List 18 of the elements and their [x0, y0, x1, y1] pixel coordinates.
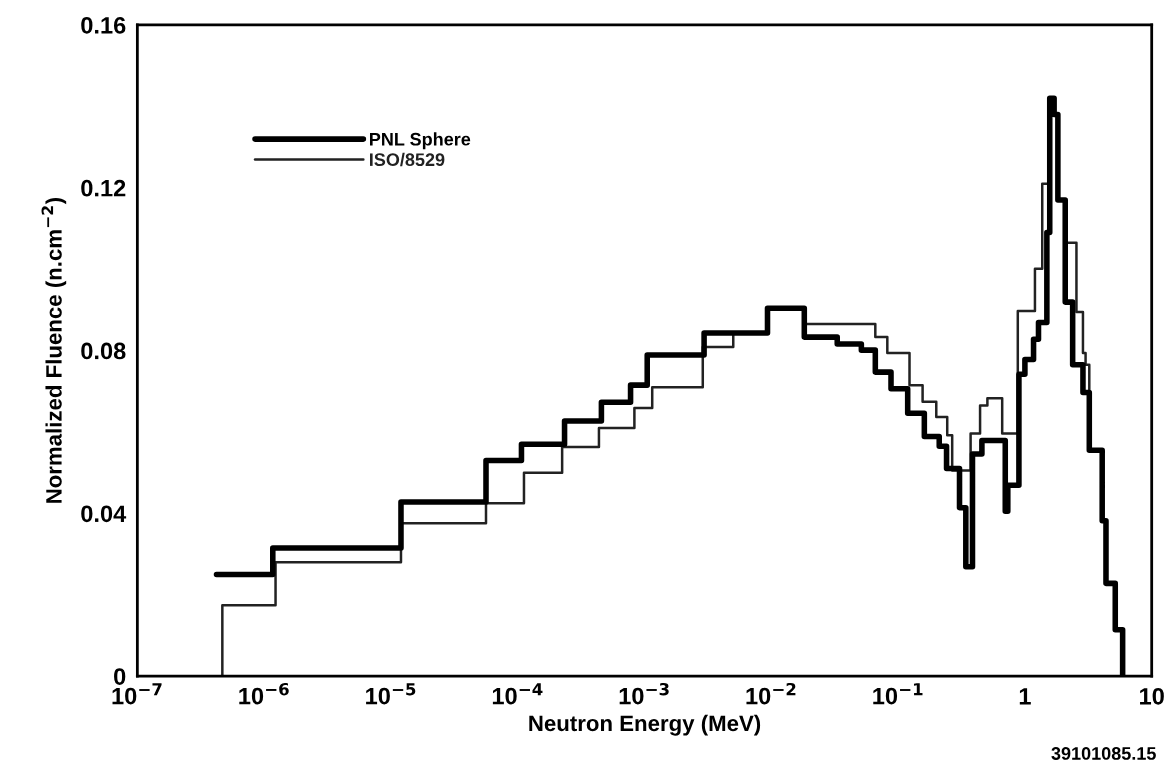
x-tick-label: 10$^{−5}$ — [366, 683, 416, 705]
y-axis-title: Normalized Fluence (n.cm$^{−2}$) — [41, 197, 67, 503]
y-tick-label: 0.16 — [81, 17, 126, 34]
y-tick-label: 0.08 — [81, 342, 126, 360]
x-tick-label: 10$^{−4}$ — [492, 683, 543, 705]
text: 39101085.15 — [1051, 747, 1156, 760]
x-tick-label: 10$^{−2}$ — [746, 682, 796, 705]
x-tick-label: 10$^{−1}$ — [873, 683, 923, 705]
x-tick-label: 10$^{−3}$ — [619, 682, 669, 705]
text: ISO/8529 — [370, 152, 445, 167]
y-tick-label: 0 — [114, 668, 126, 685]
x-tick-label: 1 — [1019, 688, 1031, 705]
x-tick-label: 10 — [1140, 687, 1164, 705]
y-tick-label: 0.12 — [81, 179, 126, 197]
y-tick-label: 0.04 — [81, 505, 127, 523]
text: PNL Sphere — [370, 132, 471, 150]
x-axis-title: Neutron Energy (MeV) — [529, 714, 761, 736]
x-tick-label: 10$^{−6}$ — [239, 682, 289, 705]
